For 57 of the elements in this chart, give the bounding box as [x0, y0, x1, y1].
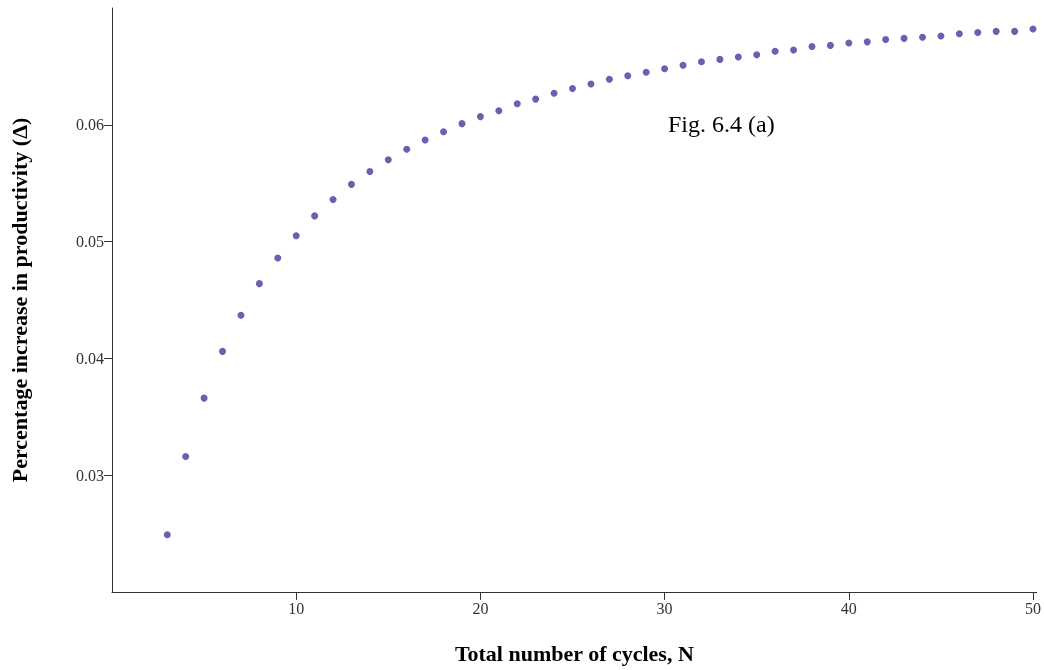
point: [513, 100, 521, 108]
point: [329, 196, 337, 204]
annotation: Fig. 6.4 (a): [668, 111, 775, 137]
x-axis-title: Total number of cycles, N: [454, 640, 694, 666]
y-tick-label: 0.05: [76, 233, 104, 251]
point: [845, 39, 853, 47]
point: [163, 531, 171, 539]
point: [366, 168, 374, 176]
x-tick-label: 20: [472, 599, 489, 617]
point: [624, 72, 632, 80]
point: [569, 85, 577, 93]
point: [790, 46, 798, 54]
point: [200, 394, 208, 402]
point: [771, 47, 779, 55]
point: [974, 29, 982, 37]
point: [863, 38, 871, 46]
point: [495, 107, 503, 115]
x-tick-label: 30: [656, 599, 673, 617]
point: [292, 232, 300, 240]
point: [384, 156, 392, 164]
point: [955, 30, 963, 38]
point: [919, 33, 926, 41]
point: [697, 58, 705, 66]
point: [347, 180, 355, 188]
point: [1011, 27, 1019, 35]
point: [900, 34, 908, 42]
point: [992, 27, 1000, 35]
y-tick-label: 0.03: [76, 466, 104, 484]
point: [642, 68, 650, 76]
point: [826, 41, 834, 49]
point: [255, 280, 263, 288]
point: [311, 212, 319, 220]
point: [808, 43, 816, 51]
y-tick-label: 0.04: [76, 349, 104, 367]
point: [182, 453, 190, 461]
point: [532, 95, 540, 103]
point: [679, 61, 687, 69]
x-tick-label: 10: [288, 599, 305, 617]
point: [550, 89, 558, 97]
point: [882, 36, 890, 44]
y-axis-title: Percentage increase in productivity (Δ): [6, 117, 32, 483]
point: [716, 55, 724, 63]
x-tick-label: 40: [840, 599, 857, 617]
y-tick-label: 0.06: [76, 116, 104, 134]
point: [237, 311, 245, 319]
point: [605, 75, 613, 83]
point: [476, 113, 484, 121]
point: [421, 136, 429, 144]
point: [403, 145, 411, 153]
point: [274, 254, 282, 262]
point: [753, 51, 761, 59]
point: [458, 120, 466, 128]
point: [440, 128, 448, 136]
point: [734, 53, 742, 61]
point: [661, 65, 669, 73]
x-tick-label: 50: [1025, 599, 1042, 617]
point: [219, 347, 227, 355]
